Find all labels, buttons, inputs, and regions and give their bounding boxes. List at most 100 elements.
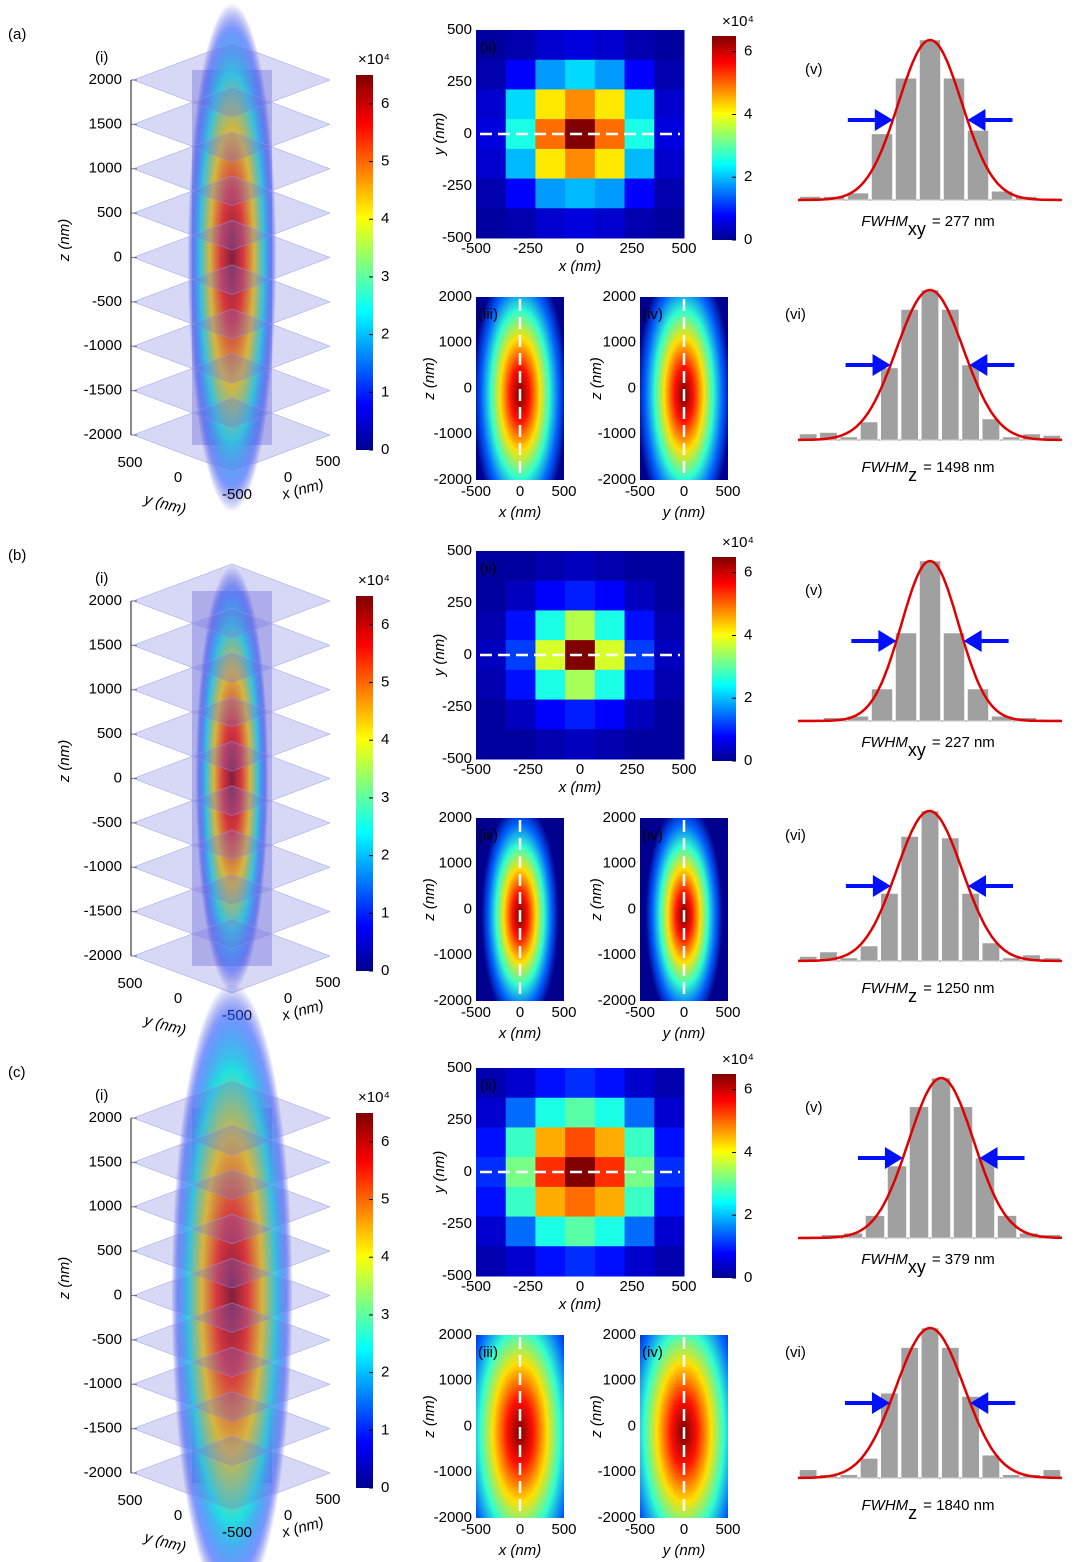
y-tick-label: -500 <box>222 486 252 503</box>
hist-bar <box>931 1077 951 1239</box>
stack-plane <box>132 353 331 428</box>
z-tick-label: 1000 <box>439 1372 472 1389</box>
heatmap-cell <box>624 1246 655 1277</box>
fwhm-value: = 1498 nm <box>923 459 994 476</box>
colorbar-tick-label: 3 <box>381 1306 389 1323</box>
heatmap-cell <box>535 729 566 760</box>
heatmap-cell <box>535 30 566 61</box>
z-tick-label: 1000 <box>439 334 472 351</box>
z-tick-label: 1000 <box>89 160 122 177</box>
heatmap-cell <box>654 1127 685 1158</box>
x-tick-label: -250 <box>513 761 543 778</box>
x-tick-label: 500 <box>671 240 696 257</box>
arrow-head <box>979 1147 998 1169</box>
hist-bar <box>860 421 878 441</box>
arrow-head <box>970 1392 989 1414</box>
fit-curve <box>797 809 1062 963</box>
colorbar <box>356 596 373 971</box>
z-tick-label: 1000 <box>439 855 472 872</box>
x-tick-label: 500 <box>671 761 696 778</box>
panel-label: (vi) <box>785 306 806 323</box>
heatmap-cell <box>565 1068 596 1099</box>
hist-bar <box>847 192 869 201</box>
z-tick-label: 0 <box>114 248 122 265</box>
fwhm-subscript: z <box>908 465 917 485</box>
heatmap-cell <box>476 551 507 582</box>
heatmap-cell <box>594 30 626 61</box>
heatmap-cell <box>594 178 626 209</box>
colorbar <box>356 75 373 450</box>
row-label: (a) <box>8 26 26 43</box>
colorbar-tick-label: 4 <box>744 1143 752 1160</box>
z-tick-label: 500 <box>97 204 122 221</box>
fit-curve <box>798 559 1062 723</box>
heatmap-cell <box>654 178 685 209</box>
z-tick-label: 1500 <box>89 1153 122 1170</box>
colorbar-tick-label: 2 <box>381 326 389 343</box>
heatmap-cell <box>624 1186 655 1218</box>
colorbar-exponent: ×10⁴ <box>358 572 390 589</box>
y-tick-label: 500 <box>447 542 472 559</box>
colorbar-tick-label: 0 <box>381 962 389 979</box>
x-axis-label: x (nm) <box>558 779 602 796</box>
y-tick-label: 0 <box>464 646 472 663</box>
heatmap-cell <box>654 669 685 701</box>
heatmap-cell <box>476 1068 507 1099</box>
heatmap-cell <box>476 208 507 239</box>
heatmap-cell <box>476 59 507 90</box>
x-tick-label: 0 <box>680 483 688 500</box>
x-tick-label: 0 <box>680 1004 688 1021</box>
colorbar-tick-label: 4 <box>744 626 752 643</box>
x-tick-label: 0 <box>284 990 292 1007</box>
z-tick-label: 2000 <box>603 288 636 305</box>
heatmap-cell <box>594 669 626 701</box>
colorbar-tick-label: 6 <box>381 95 389 112</box>
stack-plane <box>132 1258 331 1333</box>
colorbar-tick-label: 3 <box>381 789 389 806</box>
fwhm-label: FWHMxy = 277 nm <box>861 213 995 239</box>
x-tick-label: -500 <box>625 1521 655 1538</box>
x-tick-label: 500 <box>715 483 740 500</box>
stack-plane <box>132 741 331 816</box>
stack-plane <box>132 1435 331 1511</box>
stack-plane <box>132 696 331 772</box>
heatmap-cell <box>565 89 596 120</box>
colorbar-tick-label: 0 <box>744 1269 752 1286</box>
heatmap-cell <box>624 699 655 730</box>
x-axis-label: y (nm) <box>662 504 706 521</box>
heatmap-cell <box>565 208 596 239</box>
heatmap-cell <box>505 699 536 730</box>
heatmap-cell <box>505 1186 536 1218</box>
heatmap-cell <box>565 610 596 641</box>
fwhm-label: FWHMz = 1840 nm <box>862 1497 995 1523</box>
panel-label: (iv) <box>642 306 663 323</box>
heatmap-cell <box>535 178 566 209</box>
fwhm-label: FWHMxy = 379 nm <box>861 1251 995 1277</box>
z-tick-label: -2000 <box>598 1509 636 1526</box>
x-axis-label: x (nm) <box>498 1025 542 1042</box>
heatmap-cell <box>594 1097 626 1128</box>
hist-bar <box>1002 436 1021 441</box>
colorbar-tick-label: 4 <box>744 105 752 122</box>
heatmap-cell <box>654 59 685 90</box>
heatmap-cell <box>476 89 507 120</box>
fit-curve <box>798 38 1062 202</box>
hist-bar <box>900 836 919 962</box>
arrow-head <box>871 1392 890 1414</box>
heatmap-cell <box>654 729 685 760</box>
x-tick-label: -500 <box>461 1521 491 1538</box>
heatmap-cell <box>565 1127 596 1158</box>
hist-bar <box>941 309 960 441</box>
heatmap-cell <box>654 30 685 61</box>
z-tick-label: -1500 <box>84 1420 122 1437</box>
heatmap-cell <box>505 148 536 180</box>
y-tick-label: 0 <box>174 990 182 1007</box>
heatmap-cell <box>565 729 596 760</box>
heatmap-cell <box>594 148 626 180</box>
section-intensity <box>645 818 723 1001</box>
z-tick-label: 0 <box>114 769 122 786</box>
hist-bar <box>982 1454 1000 1479</box>
colorbar-tick-label: 5 <box>381 1191 389 1208</box>
heatmap-cell <box>624 1097 655 1128</box>
colorbar-tick-label: 5 <box>381 674 389 691</box>
